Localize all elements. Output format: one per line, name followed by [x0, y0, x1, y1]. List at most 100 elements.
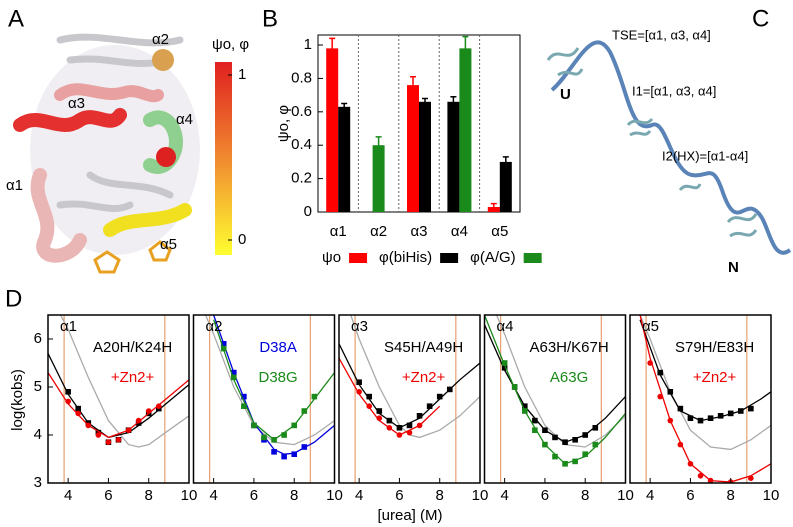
data-point: [366, 403, 373, 410]
legend-label: D38A: [259, 339, 297, 356]
state-label: I1=[α1, α3, α4]: [632, 83, 716, 98]
data-point: [697, 417, 704, 424]
data-point: [376, 408, 383, 414]
x-tick-label: α1: [330, 223, 347, 240]
legend-swatch: [523, 253, 542, 263]
data-point: [406, 429, 413, 436]
x-tick-label: 10: [326, 487, 343, 504]
data-point: [241, 403, 247, 409]
data-point: [301, 444, 308, 450]
x-tick-label: 8: [436, 487, 444, 504]
x-tick-label: 10: [472, 487, 489, 504]
data-point: [677, 441, 684, 448]
plot-area: [204, 315, 335, 483]
fit-line: [639, 315, 771, 451]
data-point: [311, 393, 318, 400]
data-point: [115, 437, 122, 443]
data-point: [552, 434, 558, 441]
legend-label: φ(A/G): [470, 249, 516, 266]
data-point: [386, 425, 393, 431]
bar: [499, 161, 512, 212]
data-point: [727, 410, 734, 417]
data-point: [85, 422, 92, 429]
error-bar: [341, 102, 348, 111]
legend-label: S45H/A49H: [384, 339, 463, 356]
panel-label: C: [752, 5, 769, 32]
data-point: [748, 475, 754, 482]
legend-label: +Zn2+: [402, 369, 446, 386]
data-point: [511, 384, 518, 390]
protein-structure: [13, 33, 200, 274]
data-point: [65, 389, 71, 395]
y-tick-label: 0: [304, 203, 312, 220]
data-point: [386, 417, 393, 424]
x-tick-label: 6: [541, 487, 549, 504]
plot-area: [48, 315, 189, 483]
data-point: [687, 461, 694, 467]
error-bar: [375, 136, 382, 155]
chart-title: α4: [497, 318, 514, 335]
bar: [326, 48, 339, 212]
x-tick-label: 10: [617, 487, 634, 504]
data-point: [521, 408, 528, 414]
data-point: [406, 422, 413, 429]
data-point: [230, 374, 237, 381]
data-point: [532, 427, 538, 433]
x-tick-label: 4: [209, 487, 217, 504]
fit-line: [213, 315, 335, 455]
data-point: [416, 422, 423, 429]
data-point: [220, 345, 227, 352]
y-tick-label: 0.8: [291, 69, 312, 86]
x-tick-label: 6: [395, 487, 403, 504]
data-point: [366, 393, 373, 400]
chart-title: α3: [351, 318, 368, 335]
panel-label: B: [262, 5, 278, 32]
legend-label: φ(biHis): [379, 249, 432, 266]
x-tick-label: 8: [727, 487, 735, 504]
data-point: [707, 477, 714, 483]
state-label: TSE=[α1, α3, α4]: [612, 27, 711, 42]
error-bar: [502, 156, 509, 168]
data-point: [65, 398, 71, 405]
y-axis-label: ψo, φ: [275, 105, 292, 142]
data-point: [501, 360, 508, 366]
data-point: [396, 425, 403, 431]
colorbar-tick-label: 1: [238, 66, 246, 83]
data-point: [562, 439, 568, 445]
data-point: [436, 393, 443, 400]
state-label: U: [560, 86, 571, 103]
data-point: [657, 369, 664, 376]
x-axis-label: [urea] (M): [377, 507, 442, 524]
data-point: [647, 360, 653, 366]
helix-label: α4: [176, 111, 193, 128]
chart-title: α2: [206, 318, 223, 335]
data-point: [582, 432, 589, 438]
y-axis-label: log(kobs): [9, 369, 26, 431]
plot-frame: [338, 314, 481, 484]
bar: [407, 85, 419, 212]
y-tick-label: 1: [304, 36, 312, 53]
data-point: [707, 415, 714, 421]
data-point: [145, 408, 152, 414]
bar: [372, 145, 385, 212]
y-tick-label: 3: [34, 474, 42, 491]
data-point: [356, 379, 362, 385]
data-point: [271, 437, 277, 443]
data-point: [532, 417, 538, 424]
x-tick-label: 6: [104, 487, 112, 504]
data-point: [667, 417, 674, 424]
y-tick-label: 6: [34, 330, 42, 347]
data-point: [542, 441, 548, 448]
plot-frame: [629, 314, 772, 484]
legend-label: A63H/K67H: [529, 339, 608, 356]
legend-label: +Zn2+: [111, 369, 155, 386]
y-tick-label: 0.4: [291, 136, 312, 153]
bar: [459, 48, 472, 212]
legend-swatch: [440, 253, 459, 263]
x-tick-label: α2: [370, 223, 387, 240]
data-point: [281, 453, 287, 460]
plot-area: [484, 315, 626, 483]
legend-label: +Zn2+: [693, 369, 737, 386]
x-tick-label: 4: [355, 487, 363, 504]
